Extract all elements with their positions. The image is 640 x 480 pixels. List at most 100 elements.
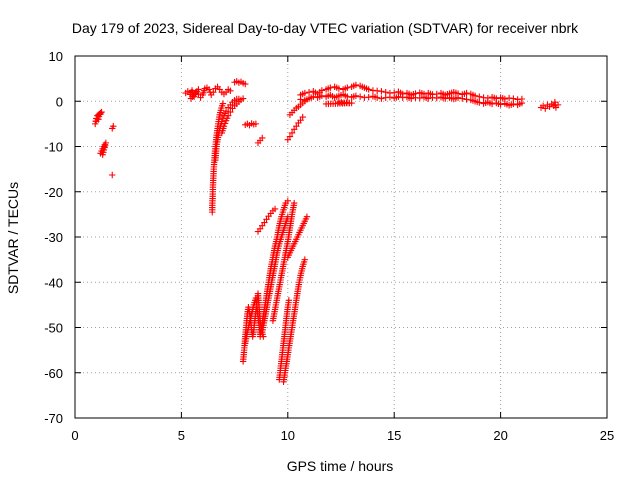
data-point — [252, 120, 260, 128]
data-point — [352, 81, 360, 89]
data-point — [373, 94, 381, 101]
tick-layer: 0 5 10 15 20 25 10 0 -10 -20 -30 -40 -50 -60 -70 — [44, 49, 614, 443]
data-point — [365, 93, 372, 101]
data-point — [518, 99, 526, 107]
series-low-line-5 — [259, 213, 291, 336]
data-point — [459, 95, 466, 102]
series-peak-7p8h — [231, 78, 249, 88]
data-point — [271, 205, 279, 213]
data-point — [463, 89, 470, 97]
data-point — [497, 101, 504, 108]
data-point — [356, 93, 364, 100]
data-point — [301, 256, 309, 263]
data-point — [227, 87, 234, 95]
y-tick-label: 10 — [49, 49, 63, 64]
data-point — [542, 105, 549, 112]
data-point — [286, 133, 294, 140]
x-tick-label: 20 — [493, 428, 507, 443]
data-point — [378, 88, 385, 95]
data-point — [318, 92, 326, 100]
series-curve-7h-b — [218, 98, 243, 137]
series-early-2 — [97, 139, 110, 158]
plot-frame — [74, 55, 608, 419]
data-point — [386, 93, 394, 101]
data-point — [433, 94, 440, 102]
y-tick-label: -70 — [44, 411, 63, 426]
chart-title: Day 179 of 2023, Sidereal Day-to-day VTE… — [72, 20, 579, 36]
y-tick-label: 0 — [56, 94, 63, 109]
data-point — [442, 95, 449, 102]
y-tick-label: -30 — [44, 230, 63, 245]
series-low-line-7 — [276, 297, 293, 383]
data-points-layer — [92, 78, 562, 385]
data-point — [395, 93, 402, 100]
data-point — [476, 99, 483, 106]
data-point — [416, 94, 423, 102]
data-point — [210, 89, 217, 96]
data-point — [109, 171, 116, 179]
data-point — [322, 100, 330, 108]
data-point — [391, 89, 398, 96]
data-point — [471, 92, 479, 100]
series-low-line-9 — [280, 256, 309, 385]
data-point — [99, 151, 106, 158]
data-point — [310, 93, 317, 100]
x-tick-label: 0 — [71, 428, 78, 443]
series-cluster-8p7h — [254, 134, 266, 147]
grid-layer — [75, 56, 607, 418]
data-point — [222, 108, 230, 115]
y-tick-label: -40 — [44, 275, 63, 290]
data-point — [476, 93, 483, 100]
data-point — [290, 199, 298, 207]
data-point — [219, 100, 227, 107]
data-point — [288, 129, 296, 137]
data-point — [110, 122, 117, 130]
y-tick-label: -50 — [44, 321, 63, 336]
series-early-1 — [92, 108, 105, 128]
series-low-line-3 — [254, 205, 279, 235]
data-point — [303, 213, 311, 220]
data-point — [220, 122, 228, 130]
data-point — [235, 98, 243, 105]
x-tick-label: 10 — [281, 428, 295, 443]
data-point — [510, 100, 517, 108]
series-late-22h — [537, 98, 562, 112]
data-point — [454, 94, 462, 101]
data-point — [299, 113, 306, 121]
data-point — [344, 84, 351, 91]
data-point — [352, 92, 360, 100]
y-tick-label: -10 — [44, 140, 63, 155]
series-cluster-8h — [242, 120, 260, 129]
data-point — [259, 134, 266, 142]
data-point — [335, 85, 343, 92]
data-point — [327, 84, 334, 91]
data-point — [510, 95, 517, 102]
x-tick-label: 15 — [387, 428, 401, 443]
x-tick-label: 25 — [600, 428, 614, 443]
series-low-line-8 — [284, 213, 311, 261]
y-tick-label: -20 — [44, 185, 63, 200]
data-point — [225, 112, 232, 119]
x-tick-label: 5 — [178, 428, 185, 443]
data-point — [242, 80, 249, 88]
series-day-band-lower — [297, 91, 526, 109]
series-rise-10h — [284, 113, 306, 143]
x-axis-label: GPS time / hours — [287, 458, 394, 474]
data-point — [301, 89, 309, 97]
series-block-5h — [182, 83, 234, 102]
y-tick-label: -60 — [44, 366, 63, 381]
data-point — [284, 197, 291, 204]
data-point — [221, 120, 229, 127]
data-point — [408, 95, 415, 102]
data-point — [195, 86, 202, 93]
data-point — [95, 116, 102, 123]
data-point — [285, 297, 293, 304]
data-point — [297, 96, 304, 103]
data-point — [318, 87, 326, 94]
data-point — [205, 86, 213, 93]
data-point — [488, 100, 496, 108]
data-point — [305, 89, 313, 96]
y-axis-label: SDTVAR / TECUs — [5, 182, 21, 294]
